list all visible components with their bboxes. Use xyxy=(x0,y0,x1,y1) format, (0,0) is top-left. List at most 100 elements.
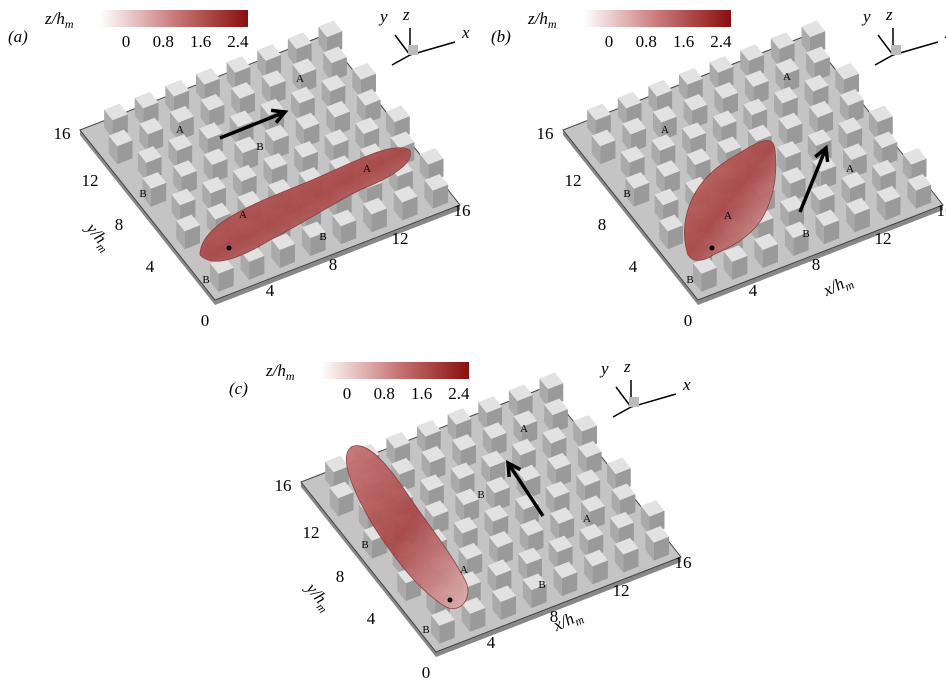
cube-top xyxy=(203,148,228,165)
cube-top xyxy=(137,146,162,163)
cube-side xyxy=(512,444,521,474)
cube-side xyxy=(139,123,148,153)
cube-side xyxy=(478,402,487,431)
cube-side xyxy=(363,203,372,233)
cube-top xyxy=(176,214,200,232)
x-tick-label: 16 xyxy=(937,201,946,220)
cube-top xyxy=(544,398,568,416)
cube-top xyxy=(417,420,441,437)
cube-side xyxy=(355,123,364,152)
cube-side xyxy=(610,517,619,547)
cube-side xyxy=(431,615,440,644)
cube-side xyxy=(358,504,368,533)
cube-top xyxy=(200,94,225,111)
colorbar xyxy=(583,10,731,27)
cube-side xyxy=(386,437,395,467)
block-marker: B xyxy=(623,188,630,200)
cube-side xyxy=(841,177,850,207)
cube-side xyxy=(147,128,164,153)
cube-side xyxy=(420,480,429,509)
cube-side xyxy=(838,123,847,152)
cube-top xyxy=(907,174,932,191)
cube-side xyxy=(287,38,297,67)
block-marker: B xyxy=(686,274,693,286)
cube-top xyxy=(584,549,608,567)
y-tick-label: 4 xyxy=(629,257,638,276)
cube-top xyxy=(265,124,289,142)
cube-side xyxy=(581,501,590,530)
colorbar-tick-label: 0.8 xyxy=(374,384,395,403)
cube-side xyxy=(817,111,833,136)
cube-top xyxy=(516,464,541,482)
cube-top xyxy=(453,516,478,534)
block-marker: A xyxy=(724,210,732,222)
cube-top xyxy=(420,474,444,491)
cube-side xyxy=(323,52,332,82)
cube-side xyxy=(142,178,151,207)
x-tick-label: 4 xyxy=(487,633,496,652)
cube-side xyxy=(547,458,556,488)
cube-side xyxy=(654,194,664,224)
cube-side xyxy=(810,189,820,219)
colorbar xyxy=(100,10,248,27)
y-tick-label: 8 xyxy=(115,215,124,234)
axis-triad: yz x xyxy=(861,5,946,66)
y-tick-label: 4 xyxy=(367,609,376,628)
cube-top xyxy=(902,148,927,165)
cube-side xyxy=(783,69,800,93)
cube-side xyxy=(212,159,228,183)
cube-top xyxy=(390,131,415,149)
colorbar-tick-label: 0 xyxy=(343,384,352,403)
cube-side xyxy=(633,182,650,207)
cube-side xyxy=(623,548,639,573)
y-tick-label: 12 xyxy=(82,171,99,190)
cube-side xyxy=(753,80,769,105)
cube-side xyxy=(915,184,932,209)
cube-side xyxy=(820,165,837,190)
cube-top xyxy=(452,434,476,451)
cube-top xyxy=(139,117,164,135)
cube-top xyxy=(617,91,642,109)
cube-top xyxy=(294,141,318,158)
cube-side xyxy=(352,68,361,98)
source-point xyxy=(226,245,232,251)
cube-side xyxy=(173,166,182,195)
y-tick-label: 16 xyxy=(54,124,71,143)
cube-side xyxy=(231,88,240,117)
cube-side xyxy=(620,152,630,181)
cube-top xyxy=(142,172,167,189)
cube-side xyxy=(625,178,634,207)
cube-side xyxy=(202,182,211,212)
block-marker: A xyxy=(583,513,591,525)
cube-side xyxy=(419,153,429,183)
cube-side xyxy=(781,173,791,202)
cube-side xyxy=(234,142,243,172)
cube-side xyxy=(682,128,691,157)
cube-side xyxy=(686,154,696,183)
y-tick-label: 0 xyxy=(201,311,210,330)
cube-top xyxy=(484,505,509,522)
colorbar-tick-label: 0.8 xyxy=(153,32,174,51)
cube-side xyxy=(573,420,582,450)
wind-arrow xyxy=(219,108,289,140)
cube-top xyxy=(486,476,510,494)
cube-side xyxy=(203,154,213,183)
cube-top xyxy=(206,202,231,220)
cube-top xyxy=(780,195,804,213)
cube-side xyxy=(579,529,588,559)
panel-label: (b) xyxy=(491,27,511,46)
cube-side xyxy=(402,196,418,221)
axis-title: y/hm xyxy=(79,218,116,256)
cube-top xyxy=(806,46,830,64)
cube-side xyxy=(318,26,327,56)
cube-top xyxy=(391,457,415,475)
triad-lines xyxy=(874,28,939,66)
cube-side xyxy=(150,182,167,207)
cube-top xyxy=(610,511,634,529)
cube-side xyxy=(651,140,660,169)
cube-side xyxy=(645,531,654,561)
cube-top xyxy=(355,117,380,134)
triad-label: z xyxy=(885,5,893,24)
